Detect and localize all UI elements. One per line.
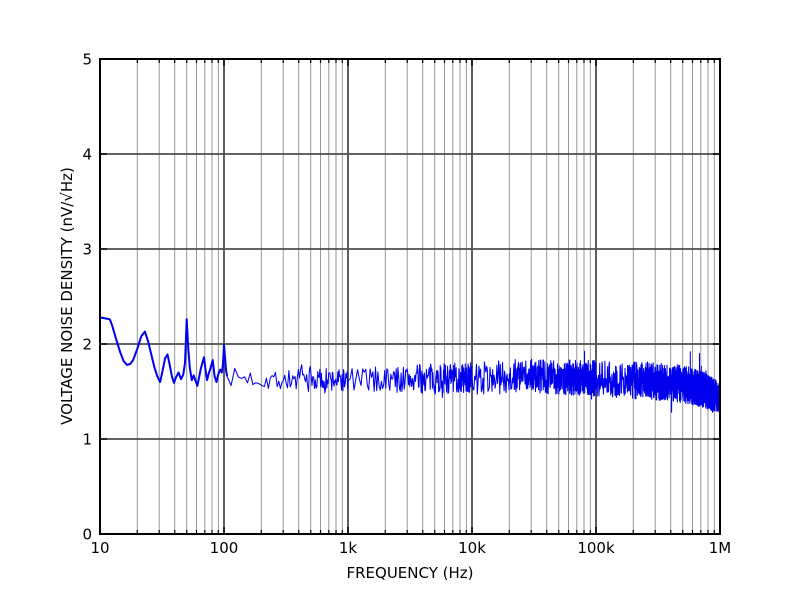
x-tick-label: 1M (709, 539, 732, 557)
x-tick-label: 100k (577, 539, 615, 557)
trace-noise-band (226, 350, 721, 414)
y-tick-label: 5 (82, 51, 92, 69)
y-tick-label: 2 (82, 336, 92, 354)
y-tick-label: 3 (82, 241, 92, 259)
y-tick-label: 1 (82, 431, 92, 449)
x-axis-title: FREQUENCY (Hz) (346, 564, 474, 582)
y-tick-label: 4 (82, 146, 92, 164)
x-tick-label: 10k (458, 539, 486, 557)
y-axis-title: VOLTAGE NOISE DENSITY (nV/√Hz) (58, 167, 76, 425)
x-tick-label: 10 (90, 539, 109, 557)
y-tick-label: 0 (82, 526, 92, 544)
plot-frame (99, 58, 721, 535)
x-tick-label: 100 (210, 539, 239, 557)
x-tick-label: 1k (339, 539, 358, 557)
trace-low-frequency (99, 316, 229, 387)
